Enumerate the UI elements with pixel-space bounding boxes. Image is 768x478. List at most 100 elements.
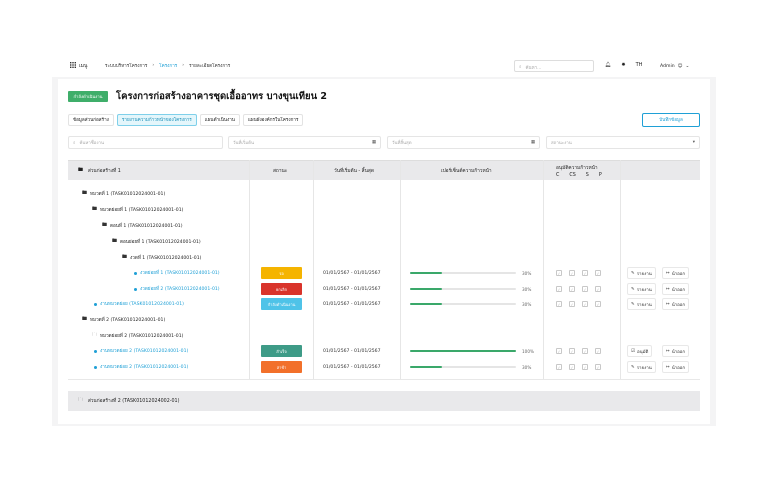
approval-checkbox-p[interactable]: ✓ xyxy=(595,301,601,307)
task-link[interactable]: งานหมวดย่อย 2 (TASK01012024001-01) xyxy=(94,359,188,375)
folder-open-icon: 🖿 xyxy=(82,190,88,196)
progress-percent: 30% xyxy=(522,286,532,292)
approval-checkboxes: ✓ ✓ ✓ ✓ xyxy=(556,364,601,370)
approval-checkbox-cs[interactable]: ✓ xyxy=(569,286,575,292)
task-link[interactable]: งวดย่อยที่ 2 (TASK01012024001-01) xyxy=(134,281,220,297)
table-row: งวดย่อยที่ 2 (TASK01012024001-01) ยกเลิก 0… xyxy=(68,281,700,297)
approval-checkbox-c[interactable]: ✓ xyxy=(556,348,562,354)
task-link[interactable]: งานหมวดย่อย (TASK01012024001-01) xyxy=(94,296,184,312)
table-row: งานหมวดย่อย (TASK01012024001-01) กำลังดำเ… xyxy=(68,296,700,312)
status-select[interactable]: สถานะงาน ▾ xyxy=(546,136,700,149)
section-header-2[interactable]: 🗀 ส่วนก่อสร้างที่ 2 (TASK01012024002-01) xyxy=(68,391,700,411)
project-status-badge: กำลังดำเนินงาน xyxy=(68,91,108,102)
edit-icon: ✎ xyxy=(631,301,635,307)
top-navigation: เมนู ระบบบริหารโครงการ › โครงการ › รายละ… xyxy=(52,55,716,77)
task-label: หมวดที่ 2 (TASK01012024001-01) xyxy=(90,317,166,323)
remove-button[interactable]: ↦ นำออก xyxy=(662,283,690,295)
task-group-label[interactable]: 🗀 หมวดย่อยที่ 2 (TASK01012024001-01) xyxy=(92,328,183,344)
progress-fill xyxy=(410,350,516,352)
table-row: งานหมวดย่อย 2 (TASK01012024001-01) ล่าช้า… xyxy=(68,359,700,375)
page-title: โครงการก่อสร้างอาคารชุดเอื้ออาทร บางขุนเ… xyxy=(116,91,328,102)
language-switch[interactable]: TH xyxy=(635,62,643,68)
approval-checkbox-p[interactable]: ✓ xyxy=(595,364,601,370)
section-header-1[interactable]: 🖿 ส่วนก่อสร้างที่ 1 xyxy=(78,168,121,174)
tab-work-plan[interactable]: แผนดำเนินงาน xyxy=(199,114,240,126)
logout-icon: ↦ xyxy=(666,364,670,370)
approval-checkbox-p[interactable]: ✓ xyxy=(595,348,601,354)
remove-button[interactable]: ↦ นำออก xyxy=(662,267,690,279)
task-table-body: 🖿 หมวดที่ 1 (TASK01012024001-01) 🖿 หมวดย่อย… xyxy=(68,180,700,380)
task-label: งานหมวดย่อย (TASK01012024001-01) xyxy=(100,301,184,307)
save-button[interactable]: บันทึกข้อมูล xyxy=(642,113,700,127)
approval-checkbox-c[interactable]: ✓ xyxy=(556,364,562,370)
approval-checkbox-s[interactable]: ✓ xyxy=(582,270,588,276)
menu-label: เมนู xyxy=(79,63,88,69)
table-row: งานหมวดย่อย 2 (TASK01012024001-01) สำเร็จ… xyxy=(68,343,700,359)
approval-checkbox-cs[interactable]: ✓ xyxy=(569,270,575,276)
status-badge: สำเร็จ xyxy=(261,345,302,357)
chevron-right-icon: › xyxy=(182,63,185,68)
edit-icon: ✎ xyxy=(631,270,635,276)
tab-construction-info[interactable]: ข้อมูลส่วนก่อสร้าง xyxy=(68,114,114,126)
theme-toggle-icon[interactable]: ✹ xyxy=(621,62,626,68)
progress-bar xyxy=(410,272,516,274)
task-label: หมวดย่อยที่ 2 (TASK01012024001-01) xyxy=(100,333,184,339)
approval-checkbox-cs[interactable]: ✓ xyxy=(569,364,575,370)
progress-bar xyxy=(410,288,516,290)
column-divider xyxy=(543,160,544,380)
logout-icon: ↦ xyxy=(666,301,670,307)
approval-checkbox-p[interactable]: ✓ xyxy=(595,286,601,292)
breadcrumb-item-projects[interactable]: โครงการ xyxy=(159,64,178,69)
approval-checkbox-c[interactable]: ✓ xyxy=(556,270,562,276)
approve-button[interactable]: ☑ อนุมัติ xyxy=(627,345,653,357)
report-button[interactable]: ✎ รายงาน xyxy=(627,361,656,373)
column-divider xyxy=(313,160,314,380)
check-square-icon: ☑ xyxy=(631,348,635,354)
table-row: 🖿 ตอนย่อยที่ 1 (TASK01012024001-01) xyxy=(68,234,700,250)
approval-checkbox-s[interactable]: ✓ xyxy=(582,348,588,354)
approval-checkbox-cs[interactable]: ✓ xyxy=(569,301,575,307)
logout-icon: ↦ xyxy=(666,270,670,276)
task-link[interactable]: งวดย่อยที่ 1 (TASK01012024001-01) xyxy=(134,265,220,281)
approval-checkbox-c[interactable]: ✓ xyxy=(556,301,562,307)
task-label: หมวดที่ 1 (TASK01012024001-01) xyxy=(90,191,166,197)
remove-button[interactable]: ↦ นำออก xyxy=(662,361,690,373)
column-divider xyxy=(620,160,621,380)
breadcrumb-item-system[interactable]: ระบบบริหารโครงการ xyxy=(105,64,148,69)
progress-bar xyxy=(410,366,516,368)
remove-button[interactable]: ↦ นำออก xyxy=(662,298,690,310)
report-button[interactable]: ✎ รายงาน xyxy=(627,298,656,310)
remove-button[interactable]: ↦ นำออก xyxy=(662,345,690,357)
approval-checkbox-s[interactable]: ✓ xyxy=(582,301,588,307)
calendar-icon: ▦ xyxy=(371,140,376,145)
global-search-input[interactable]: ⌕ ค้นหา... xyxy=(514,60,594,72)
table-row: 🖿 ตอนที่ 1 (TASK01012024001-01) xyxy=(68,218,700,234)
task-group-label[interactable]: 🖿 ตอนย่อยที่ 1 (TASK01012024001-01) xyxy=(112,234,201,250)
task-group-label[interactable]: 🖿 งวดที่ 1 (TASK01012024001-01) xyxy=(122,250,201,266)
task-group-label[interactable]: 🖿 หมวดย่อยที่ 1 (TASK01012024001-01) xyxy=(92,202,183,218)
start-date-field[interactable]: วันที่เริ่มต้น ▦ xyxy=(228,136,381,149)
approval-checkbox-s[interactable]: ✓ xyxy=(582,286,588,292)
task-search-input[interactable]: ⌕ ค้นหาชื่องาน xyxy=(68,136,223,149)
report-button[interactable]: ✎ รายงาน xyxy=(627,283,656,295)
task-group-label[interactable]: 🖿 หมวดที่ 2 (TASK01012024001-01) xyxy=(82,312,165,328)
tab-progress-report[interactable]: รายงานความก้าวหน้าของโครงการ xyxy=(116,114,197,126)
menu-button[interactable]: เมนู xyxy=(70,62,87,70)
tab-org-chart[interactable]: แผนผังองค์กรในโครงการ xyxy=(242,114,304,126)
task-label: งวดย่อยที่ 2 (TASK01012024001-01) xyxy=(140,286,220,292)
approval-checkbox-cs[interactable]: ✓ xyxy=(569,348,575,354)
approval-checkbox-s[interactable]: ✓ xyxy=(582,364,588,370)
end-date-field[interactable]: วันที่สิ้นสุด ▦ xyxy=(387,136,540,149)
task-group-label[interactable]: 🖿 หมวดที่ 1 (TASK01012024001-01) xyxy=(82,186,165,202)
task-link[interactable]: งานหมวดย่อย 2 (TASK01012024001-01) xyxy=(94,343,188,359)
approval-checkbox-p[interactable]: ✓ xyxy=(595,270,601,276)
task-label: งวดที่ 1 (TASK01012024001-01) xyxy=(130,255,202,261)
approval-checkbox-c[interactable]: ✓ xyxy=(556,286,562,292)
report-button[interactable]: ✎ รายงาน xyxy=(627,267,656,279)
approval-checkboxes: ✓ ✓ ✓ ✓ xyxy=(556,286,601,292)
progress-percent: 100% xyxy=(522,348,534,354)
column-status: สถานะ xyxy=(273,169,288,174)
user-menu[interactable]: Admin ☺ ⌄ xyxy=(656,60,700,72)
task-group-label[interactable]: 🖿 ตอนที่ 1 (TASK01012024001-01) xyxy=(102,218,183,234)
bell-icon[interactable]: 🔔︎ xyxy=(605,62,612,68)
